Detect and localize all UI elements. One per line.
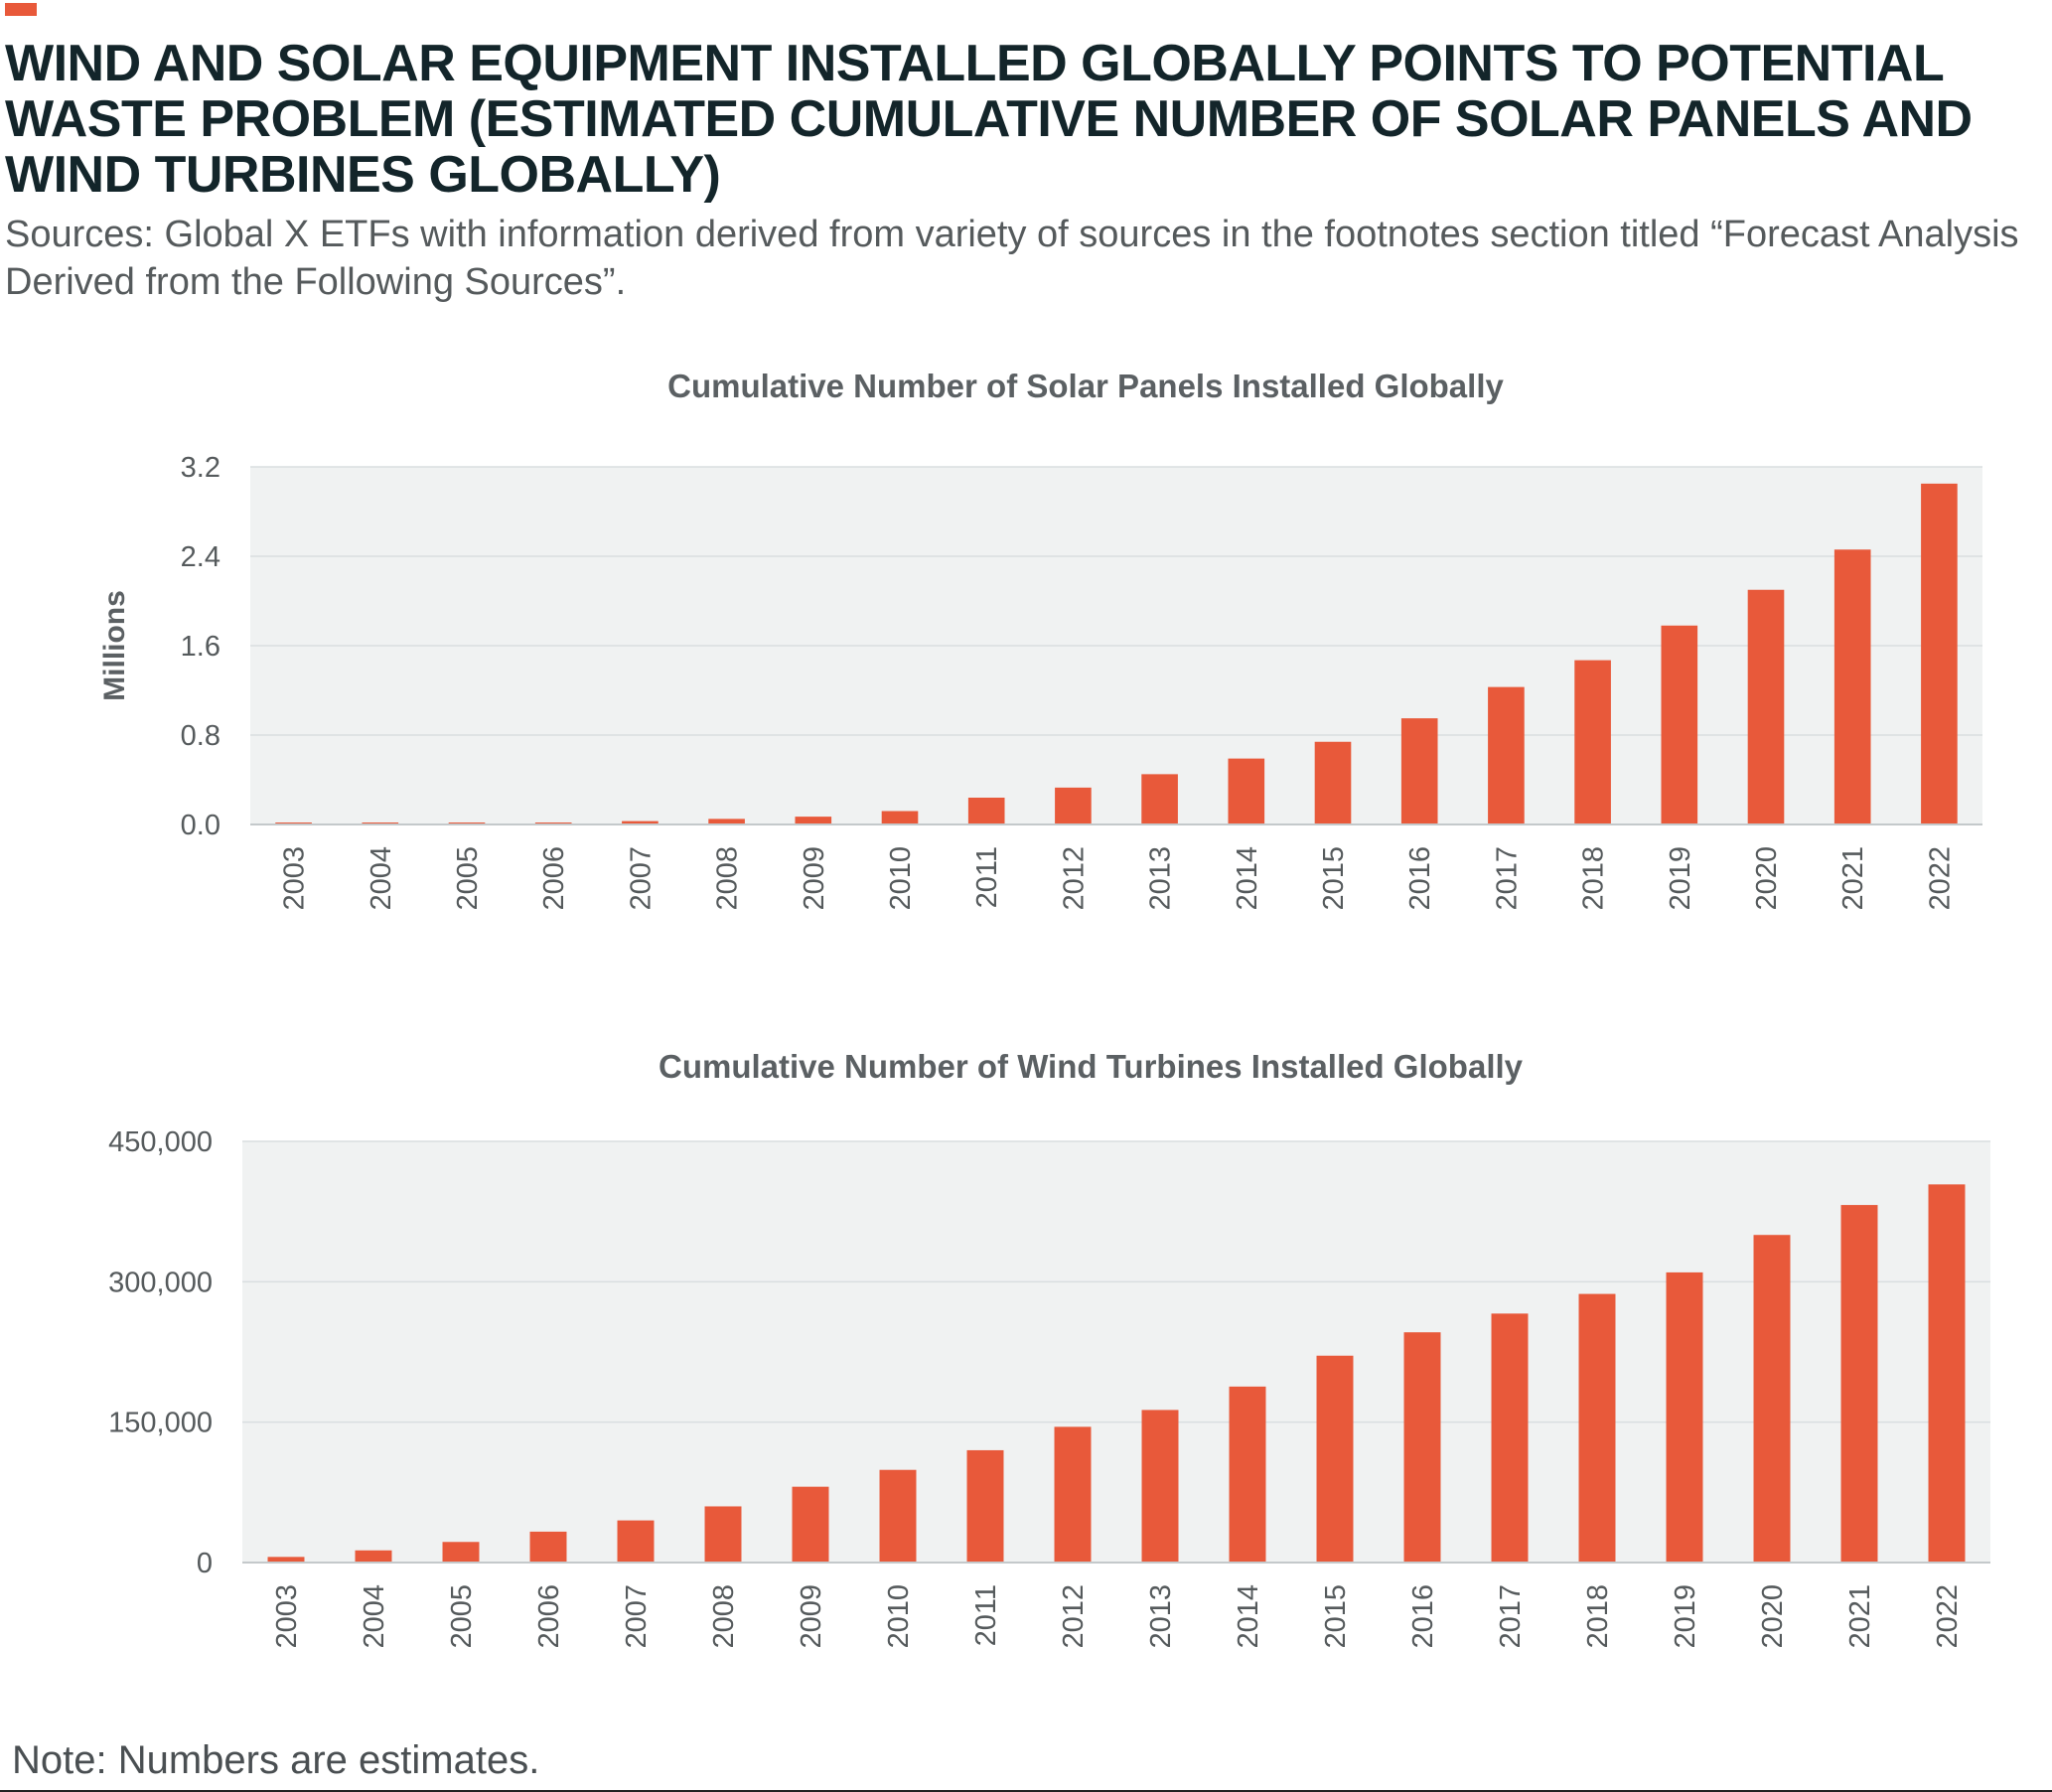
wind-bar-2012 [1054,1426,1092,1563]
solar-y-tick-label: 1.6 [181,631,220,663]
solar-x-tick-label: 2008 [712,846,744,911]
solar-x-tick-label: 2021 [1837,846,1869,911]
solar-bar-2012 [1055,787,1092,824]
wind-plot-area [242,1141,1990,1563]
wind-turbines-chart: Cumulative Number of Wind Turbines Insta… [108,1048,1990,1649]
solar-bar-2008 [708,819,745,824]
wind-bar-2019 [1666,1271,1703,1563]
wind-y-tick-label: 150,000 [108,1408,213,1439]
wind-x-tick-label: 2003 [271,1584,303,1649]
solar-y-tick-label: 3.2 [181,452,220,484]
wind-x-tick-label: 2020 [1757,1584,1789,1649]
solar-x-tick-label: 2011 [971,846,1003,908]
wind-y-tick-label: 300,000 [108,1267,213,1298]
solar-bar-2015 [1314,741,1352,824]
sources-text: Sources: Global X ETFs with information … [5,214,2019,303]
wind-bar-2004 [355,1550,392,1563]
wind-x-tick-label: 2012 [1058,1584,1090,1649]
solar-y-axis-title: Millions [98,590,131,701]
wind-x-tick-label: 2014 [1233,1584,1264,1649]
solar-chart-title: Cumulative Number of Solar Panels Instal… [667,368,1504,404]
wind-x-tick-label: 2008 [708,1584,740,1649]
solar-y-tick-label: 2.4 [181,541,220,573]
solar-bar-2013 [1141,774,1178,824]
solar-bar-2010 [881,811,919,824]
bottom-divider [0,1790,2052,1792]
solar-bar-2020 [1747,589,1785,824]
wind-bar-2014 [1229,1386,1266,1563]
solar-bar-2007 [622,821,659,824]
solar-bar-2011 [967,798,1005,824]
wind-bar-2011 [966,1449,1004,1563]
wind-x-tick-label: 2019 [1670,1584,1701,1649]
wind-bar-2020 [1753,1235,1791,1563]
solar-x-tick-label: 2010 [885,846,917,911]
wind-x-tick-label: 2013 [1145,1584,1177,1649]
solar-bar-2022 [1921,483,1958,824]
accent-bar [5,3,37,16]
solar-y-tick-label: 0.8 [181,720,220,752]
solar-bar-2016 [1400,718,1438,824]
wind-x-tick-label: 2015 [1320,1584,1352,1649]
wind-bar-2009 [792,1486,829,1563]
wind-bar-2010 [879,1469,917,1563]
wind-bar-2017 [1491,1313,1529,1563]
wind-x-tick-label: 2006 [533,1584,565,1649]
wind-bar-2018 [1578,1293,1616,1563]
wind-x-tick-label: 2017 [1495,1584,1527,1649]
solar-x-tick-label: 2009 [799,846,830,911]
solar-x-tick-label: 2022 [1924,846,1956,911]
solar-x-tick-label: 2017 [1491,846,1523,911]
solar-panels-chart: Cumulative Number of Solar Panels Instal… [98,368,1982,911]
solar-x-tick-label: 2003 [279,846,311,911]
solar-x-tick-label: 2019 [1665,846,1696,911]
solar-x-tick-label: 2006 [538,846,570,911]
wind-chart-title: Cumulative Number of Wind Turbines Insta… [659,1048,1524,1085]
page-title: WIND AND SOLAR EQUIPMENT INSTALLED GLOBA… [5,35,1973,204]
wind-bar-2008 [704,1506,742,1563]
wind-bar-2015 [1316,1355,1354,1563]
wind-bar-2003 [267,1557,305,1563]
wind-x-tick-label: 2021 [1844,1584,1876,1649]
wind-x-tick-label: 2018 [1582,1584,1614,1649]
solar-x-tick-label: 2004 [366,846,397,911]
wind-x-tick-label: 2009 [796,1584,827,1649]
solar-x-tick-label: 2020 [1751,846,1783,911]
wind-bar-2007 [617,1520,655,1563]
wind-x-tick-label: 2005 [446,1584,478,1649]
solar-y-tick-label: 0.0 [181,810,220,841]
solar-bar-2014 [1228,758,1265,824]
solar-x-tick-label: 2013 [1145,846,1177,911]
solar-x-tick-label: 2005 [452,846,484,911]
solar-bar-2009 [795,817,832,824]
wind-x-tick-label: 2011 [970,1584,1002,1646]
solar-x-tick-label: 2015 [1318,846,1350,911]
wind-bar-2022 [1928,1184,1966,1563]
wind-bar-2005 [442,1542,480,1563]
footnote: Note: Numbers are estimates. [12,1738,540,1782]
wind-y-tick-label: 0 [197,1548,213,1579]
wind-bar-2006 [529,1531,567,1563]
wind-x-tick-label: 2007 [621,1584,653,1649]
solar-x-tick-label: 2018 [1578,846,1610,911]
solar-bar-2018 [1574,660,1611,824]
wind-x-tick-label: 2022 [1932,1584,1964,1649]
wind-y-tick-label: 450,000 [108,1126,213,1158]
solar-x-tick-label: 2014 [1232,846,1263,911]
wind-x-tick-label: 2010 [883,1584,915,1649]
wind-bar-2013 [1141,1410,1179,1563]
solar-bar-2017 [1488,686,1525,824]
wind-bar-2021 [1840,1205,1878,1563]
wind-x-tick-label: 2004 [359,1584,390,1649]
wind-x-tick-label: 2016 [1407,1584,1439,1649]
solar-x-tick-label: 2007 [625,846,657,911]
solar-x-tick-label: 2012 [1058,846,1090,911]
solar-x-tick-label: 2016 [1404,846,1436,911]
solar-bar-2021 [1833,549,1871,824]
solar-bar-2019 [1661,625,1698,824]
wind-bar-2016 [1403,1332,1441,1563]
